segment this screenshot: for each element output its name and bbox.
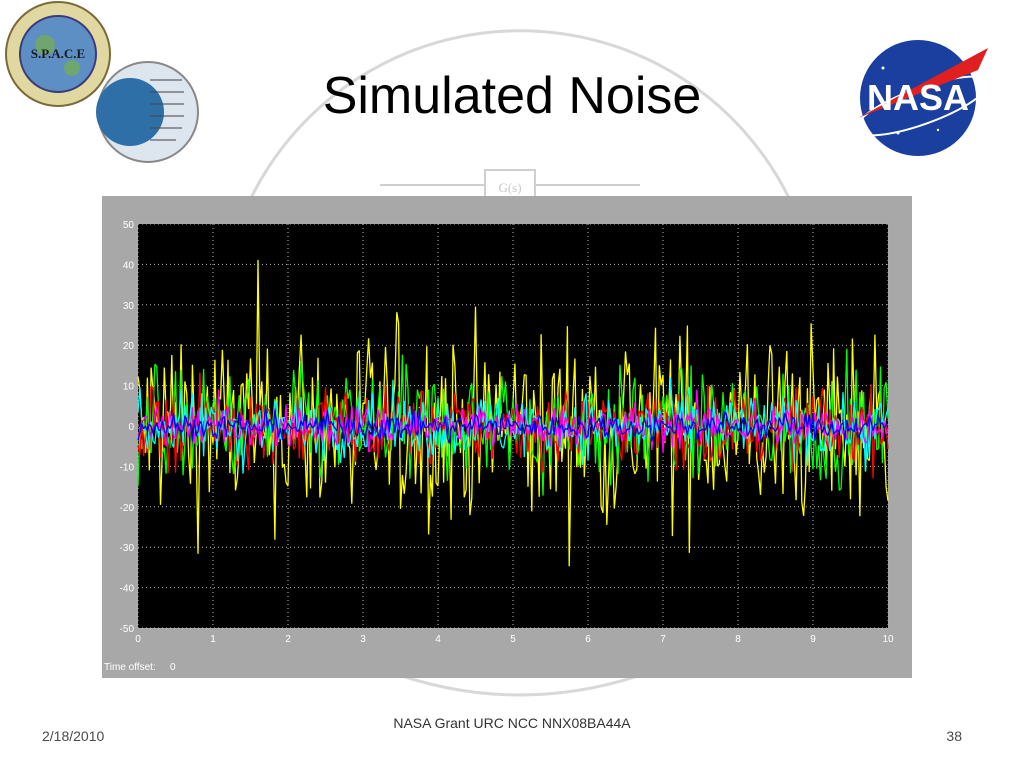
y-tick-label: 20 [123,341,135,352]
nasa-logo: NASA [854,40,990,156]
page-number: 38 [946,728,962,744]
x-tick-label: 0 [135,634,141,645]
y-tick-label: -30 [120,543,135,554]
y-tick-label: 10 [123,382,135,393]
y-tick-label: -40 [120,584,135,595]
y-tick-label: -50 [120,624,135,635]
footer-date: 2/18/2010 [42,728,105,744]
x-tick-label: 8 [735,634,741,645]
x-tick-label: 6 [585,634,591,645]
x-tick-label: 10 [882,634,894,645]
noise-trace-4 [137,389,889,453]
x-tick-label: 5 [510,634,516,645]
y-tick-label: -10 [120,462,135,473]
y-tick-label: 0 [128,422,134,433]
noise-plot: 0 1 2 3 4 5 6 7 8 9 10 50403020100-10-20-30-40-50 … [104,220,894,673]
space-logo-text: S.P.A.C.E [31,46,85,61]
x-tick-label: 2 [285,634,291,645]
y-tick-label: 40 [123,260,135,271]
space-logo: S.P.A.C.E [5,1,199,163]
x-tick-label: 7 [660,634,666,645]
nasa-logo-text: NASA [867,77,969,118]
x-tick-label: 4 [435,634,441,645]
y-tick-label: 50 [123,220,135,231]
x-tick-label: 9 [810,634,816,645]
scope-figure: 0 1 2 3 4 5 6 7 8 9 10 50 40 30 20 10 0 -10 -20 -30 -40 -50 … [102,196,912,678]
slide-title: Simulated Noise [322,67,702,125]
x-tick-label: 3 [360,634,366,645]
x-tick-label: 1 [210,634,216,645]
footer-grant: NASA Grant URC NCC NNX08BA44A [393,715,631,731]
noise-trace-5 [137,404,889,444]
y-tick-label: 30 [123,301,135,312]
time-offset-value: 0 [170,662,176,673]
time-offset-label: Time offset: [104,662,156,673]
watermark-block-label: G(s) [498,180,521,195]
y-tick-label: -20 [120,503,135,514]
